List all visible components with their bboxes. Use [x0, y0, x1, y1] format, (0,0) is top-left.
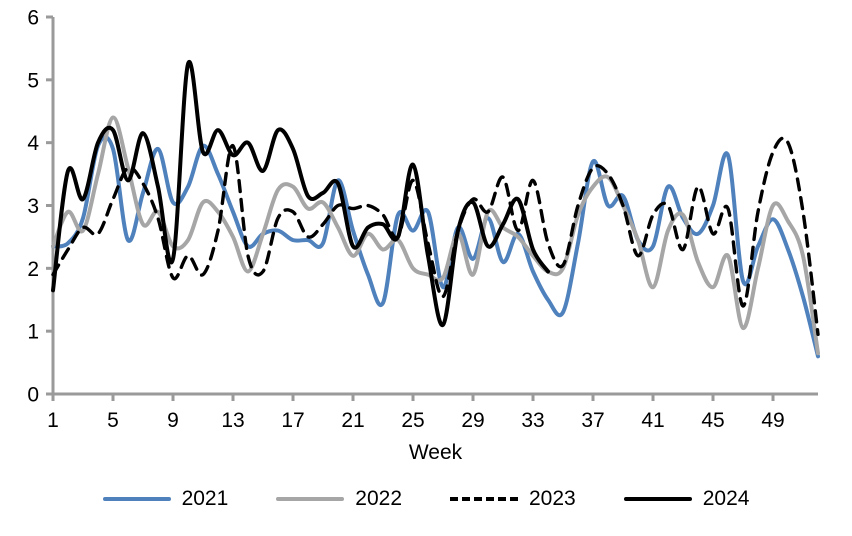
x-tick-label: 13	[221, 409, 244, 432]
legend-item-2023: 2023	[450, 487, 576, 511]
y-tick-label: 1	[27, 321, 39, 344]
legend-line-sample-2022	[276, 496, 345, 502]
legend-label-2022: 2022	[355, 487, 402, 510]
legend-label-2021: 2021	[181, 487, 229, 510]
legend-item-2024: 2024	[623, 487, 750, 511]
y-tick-label: 2	[27, 258, 39, 281]
x-tick-label: 9	[167, 409, 179, 432]
legend-label-2023: 2023	[529, 487, 576, 510]
x-tick-label: 21	[341, 409, 364, 432]
y-tick-label: 6	[27, 7, 39, 30]
y-tick-label: 3	[27, 195, 39, 218]
x-tick-label: 25	[401, 409, 424, 432]
y-tick-label: 4	[27, 132, 39, 155]
legend-item-2021: 2021	[102, 487, 229, 511]
legend-line-sample-2021	[102, 496, 171, 502]
series-line-2022	[51, 115, 820, 356]
series-line-2024	[51, 59, 550, 327]
x-axis-title: Week	[408, 441, 463, 464]
legend-line-sample-2023	[450, 497, 518, 501]
x-tick-label: 41	[641, 409, 664, 432]
legend: 2021 2022 2023 2024	[0, 487, 852, 511]
x-tick-label: 37	[581, 409, 604, 432]
x-tick-label: 45	[701, 409, 724, 432]
x-tick-label: 29	[461, 409, 484, 432]
series-line-2023	[51, 136, 820, 336]
legend-label-2024: 2024	[702, 487, 750, 510]
x-tick-label: 1	[47, 409, 59, 432]
x-tick-label: 33	[521, 409, 544, 432]
legend-line-sample-2024	[623, 496, 692, 502]
y-tick-label: 5	[27, 69, 39, 92]
y-tick-label: 0	[27, 384, 39, 407]
x-tick-label: 17	[281, 409, 304, 432]
x-tick-label: 5	[107, 409, 119, 432]
x-tick-label: 49	[761, 409, 784, 432]
legend-item-2022: 2022	[276, 487, 402, 511]
